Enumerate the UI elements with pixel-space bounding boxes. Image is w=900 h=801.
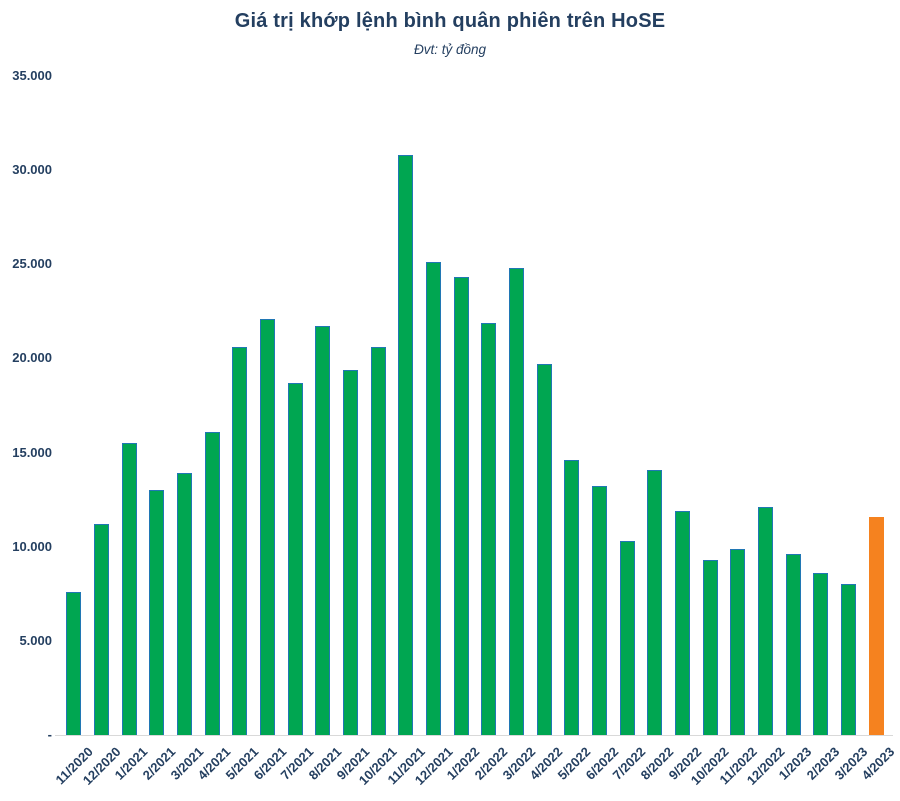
chart-subtitle: Đvt: tỷ đồng [413,42,487,57]
y-tick-label: 25.000 [12,256,52,271]
bar-5/2022 [564,460,580,735]
y-tick-label: 20.000 [12,350,52,365]
y-tick-label: 5.000 [19,633,52,648]
bar-8/2021 [315,326,331,735]
y-axis: 35.000 30.000 25.000 20.000 15.000 10.000 5.00… [0,0,52,801]
plot-area [60,76,890,735]
bar-2/2022 [481,323,497,735]
bar-3/2023 [841,584,856,735]
bar-11/2021 [398,155,414,735]
bar-11/2020 [66,592,82,735]
bar-7/2021 [287,383,303,735]
bar-2/2021 [149,490,165,735]
bar-8/2022 [647,470,663,735]
bar-4/2021 [204,432,220,735]
chart-title: Giá trị khớp lệnh bình quân phiên trên H… [234,10,666,32]
x-axis-line [55,735,893,736]
bar-12/2020 [94,524,109,735]
y-tick-label: 15.000 [12,445,52,460]
bar-12/2021 [426,262,441,735]
y-tick-label: 30.000 [12,162,52,177]
y-tick-label: 35.000 [12,68,52,83]
bar-10/2021 [370,347,386,735]
bar-3/2022 [509,268,524,735]
y-tick-label: 10.000 [12,539,52,554]
bar-6/2021 [260,319,275,735]
bar-12/2022 [758,507,773,735]
bar-11/2022 [730,549,746,735]
bar-9/2022 [675,511,690,735]
bar-1/2021 [121,443,137,735]
bar-6/2022 [592,486,607,735]
bar-3/2021 [177,473,192,735]
y-tick-label: - [47,727,52,742]
bar-1/2023 [785,554,801,735]
bar-9/2021 [343,370,358,735]
bar-7/2022 [619,541,635,735]
bar-1/2022 [453,277,469,735]
bar-5/2021 [232,347,248,735]
x-axis: 11/2020 12/2020 1/2021 2/2021 3/2021 4/2021 5/… [52,735,898,801]
bar-highlight-4/2023 [868,517,884,735]
bar-4/2022 [536,364,552,735]
bar-2/2023 [813,573,829,735]
bar-10/2022 [702,560,718,735]
